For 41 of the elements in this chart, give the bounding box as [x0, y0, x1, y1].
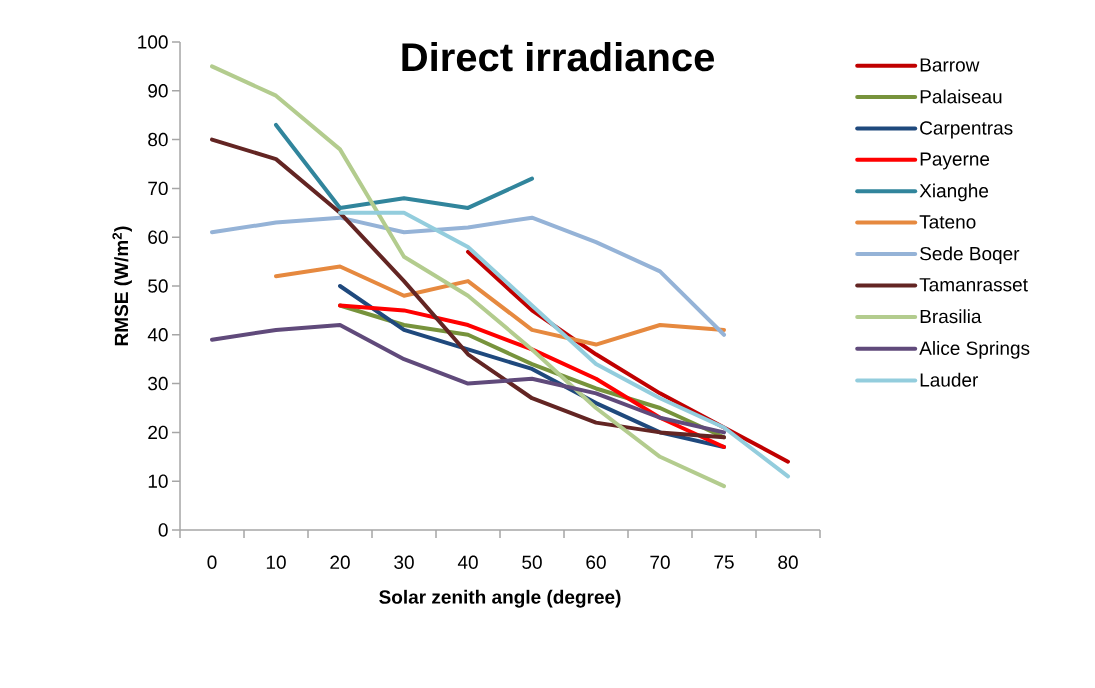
x-tick-label: 40 — [457, 555, 478, 569]
legend-label: Tamanrasset — [919, 278, 1028, 292]
y-axis-title: RMSE (W/m$^{2}$) — [112, 226, 132, 346]
x-tick-label: 75 — [714, 555, 734, 569]
line-series — [274, 264, 727, 347]
legend-label: Sede Boqer — [920, 246, 1020, 265]
legend-label: Payerne — [920, 152, 990, 170]
y-tick-label: 20 — [148, 425, 168, 440]
legend-label: Barrow — [920, 58, 980, 72]
line-series — [210, 215, 727, 337]
chart-title: Direct irradiance — [402, 41, 715, 72]
y-tick-label: 40 — [147, 328, 168, 342]
x-tick-label: 80 — [778, 555, 798, 569]
x-tick-label: 50 — [522, 555, 542, 569]
y-tick-label: 90 — [148, 84, 168, 98]
x-tick-label: 0 — [207, 555, 217, 569]
y-tick-label: 60 — [148, 230, 168, 244]
legend-label: Brasilia — [920, 309, 982, 324]
y-tick-label: 0 — [158, 523, 168, 537]
x-tick-label: 70 — [650, 555, 670, 569]
x-tick-label: 60 — [586, 555, 606, 569]
line-series — [338, 210, 790, 479]
legend-label: Alice Springs — [919, 341, 1030, 359]
line-series — [210, 137, 727, 440]
y-tick-label: 100 — [138, 35, 168, 49]
y-tick-label: 50 — [148, 279, 168, 293]
legend-label: Tateno — [919, 215, 976, 229]
y-tick-label: 10 — [148, 474, 168, 488]
legend-label: Carpentras — [920, 121, 1013, 139]
y-tick-label: 70 — [148, 181, 168, 196]
x-tick-label: 10 — [266, 555, 286, 569]
y-tick-label: 80 — [148, 132, 168, 147]
x-tick-label: 20 — [330, 555, 350, 569]
line-series — [210, 323, 727, 435]
legend-label: Lauder — [920, 372, 979, 387]
line-series — [274, 122, 535, 210]
legend-label: Xianghe — [919, 183, 989, 202]
y-tick-label: 30 — [148, 376, 168, 391]
x-axis-title: Solar zenith angle (degree) — [379, 589, 621, 608]
x-tick-label: 30 — [394, 555, 414, 569]
legend-label: Palaiseau — [920, 89, 1002, 104]
